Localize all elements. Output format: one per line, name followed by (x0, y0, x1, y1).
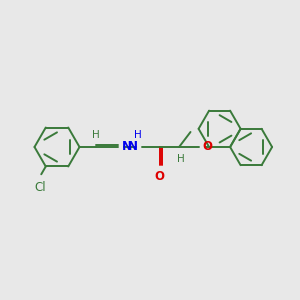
Text: O: O (154, 170, 165, 183)
Text: H: H (177, 154, 184, 164)
Text: N: N (122, 140, 131, 154)
Text: H: H (134, 130, 142, 140)
Text: N: N (128, 140, 138, 154)
Text: Cl: Cl (34, 181, 46, 194)
Text: O: O (203, 140, 213, 154)
Text: H: H (92, 130, 100, 140)
